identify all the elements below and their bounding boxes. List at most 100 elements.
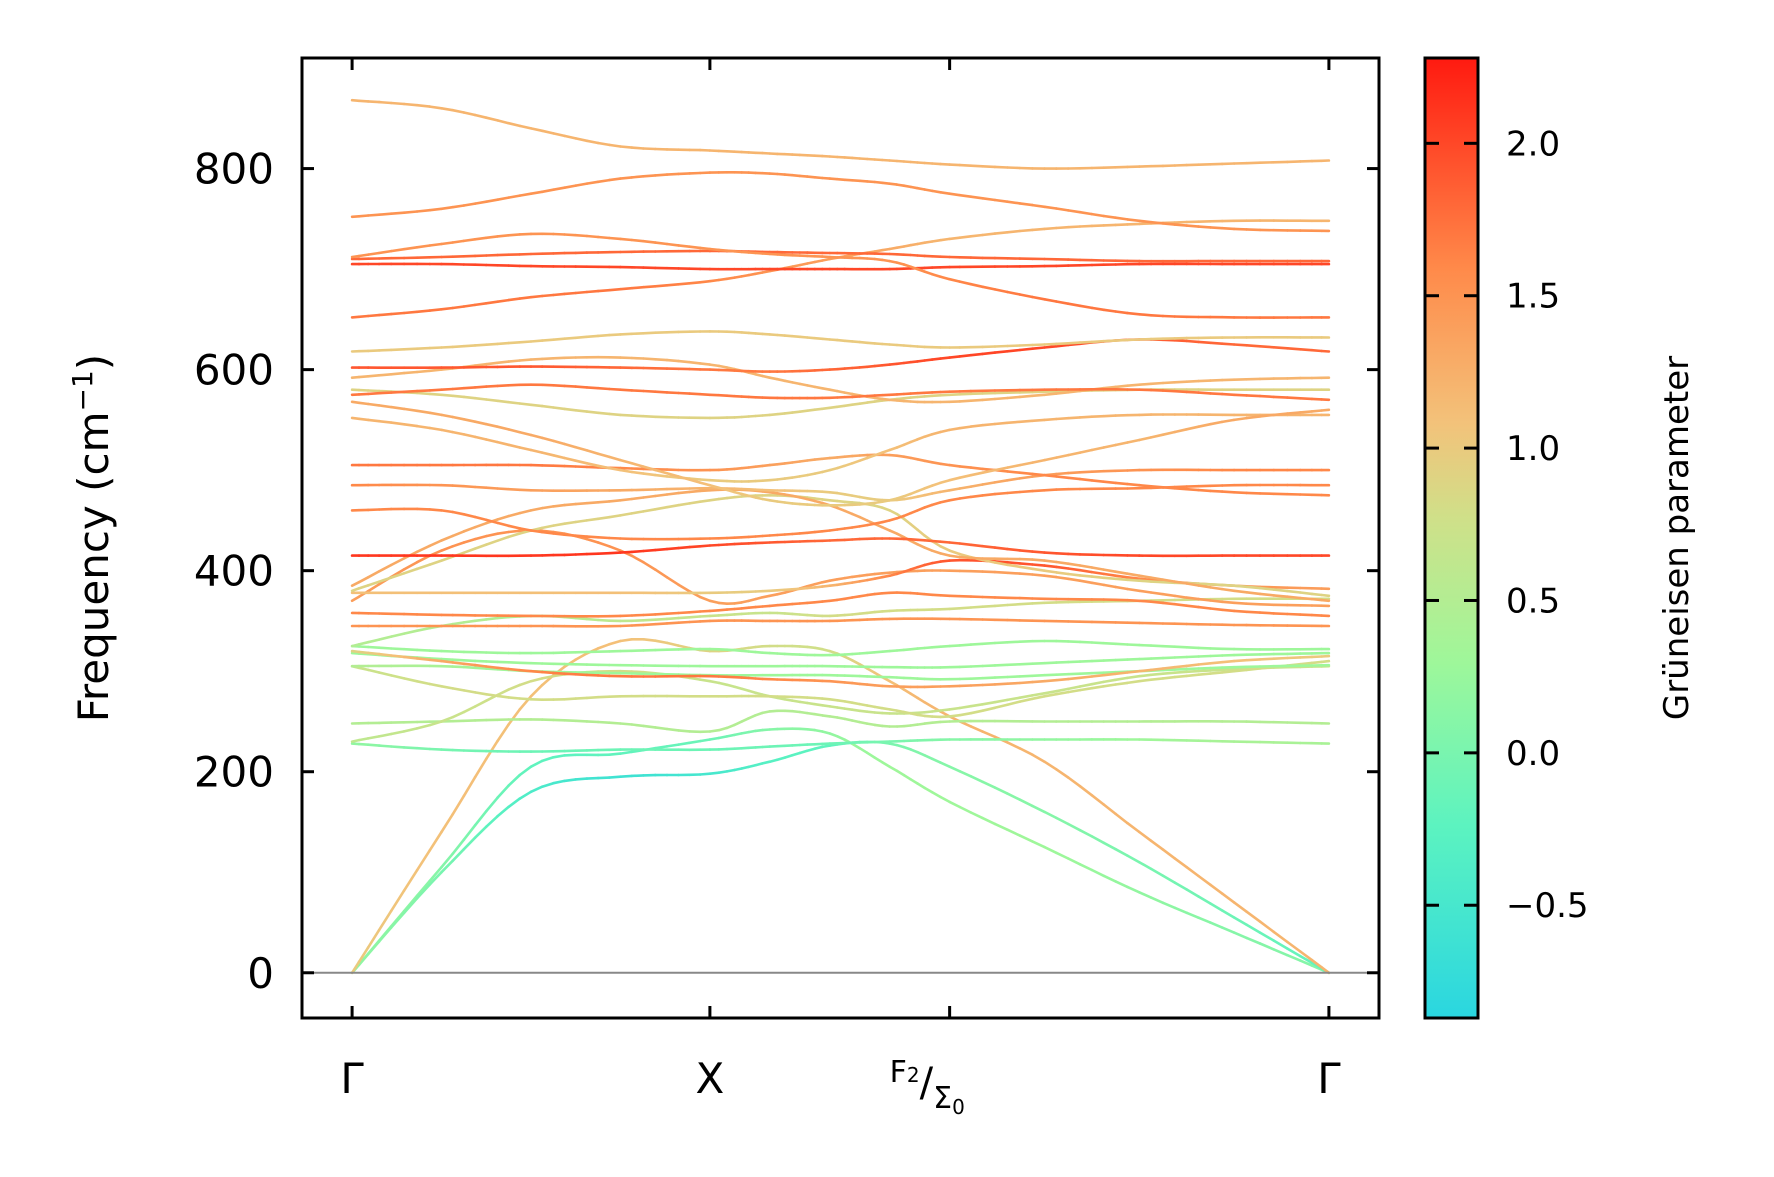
branch-segment: [1138, 579, 1153, 583]
branch-segment: [507, 797, 522, 809]
branch-segment: [1161, 848, 1177, 860]
branch-segment: [1258, 602, 1276, 607]
branch-segment: [930, 501, 942, 507]
branch-segment: [1245, 936, 1262, 945]
branch-segment: [948, 392, 962, 397]
branch-segment: [1299, 410, 1314, 414]
branch-segment: [981, 676, 997, 680]
branch-segment: [993, 786, 1009, 795]
branch-segment: [969, 398, 984, 403]
phonon-branch: [350, 738, 1331, 753]
branch-segment: [1006, 792, 1022, 802]
branch-segment: [677, 359, 691, 364]
branch-segment: [939, 462, 951, 467]
branch-segment: [540, 781, 555, 789]
branch-segment: [529, 506, 544, 512]
x-tick-label-main2: Σ: [933, 1081, 952, 1116]
branch-segment: [1272, 345, 1289, 350]
branch-segment: [1078, 579, 1094, 585]
branch-segment: [1220, 909, 1236, 919]
branch-segment: [518, 509, 533, 515]
branch-segment: [677, 610, 691, 615]
branch-segment: [1138, 673, 1153, 678]
branch-segment: [402, 629, 419, 635]
branch-segment: [402, 727, 419, 733]
phonon-branches: [350, 98, 1331, 975]
branch-segment: [993, 703, 1009, 710]
branch-segment: [1185, 582, 1200, 587]
branch-segment: [389, 557, 406, 567]
branch-segment: [1006, 563, 1022, 569]
branch-segment: [923, 484, 934, 490]
branch-segment: [1114, 441, 1129, 447]
branch-segment: [389, 101, 406, 106]
branch-segment: [357, 401, 370, 406]
branch-segment: [1209, 902, 1224, 912]
branch-segment: [415, 309, 432, 314]
branch-segment: [909, 522, 919, 532]
branch-segment: [1006, 662, 1022, 667]
branch-segment: [1245, 602, 1262, 606]
branch-segment: [496, 688, 510, 697]
y-axis-label: Frequency (cm−1): [66, 354, 118, 722]
branch-segment: [607, 387, 622, 392]
branch-segment: [665, 727, 680, 732]
branch-segment: [1102, 572, 1117, 578]
branch-segment: [1245, 610, 1262, 614]
branch-segment: [596, 618, 611, 623]
branch-segment: [366, 100, 381, 104]
branch-segment: [1209, 883, 1224, 895]
branch-segment: [507, 667, 522, 672]
y-tick-label: 400: [194, 547, 274, 596]
branch-segment: [552, 453, 566, 460]
branch-segment: [473, 420, 488, 426]
branch-segment: [630, 723, 645, 728]
branch-segment: [1078, 784, 1094, 797]
branch-segment: [1149, 839, 1165, 851]
branch-segment: [415, 723, 432, 730]
branch-segment: [958, 704, 973, 710]
branch-segment: [507, 383, 522, 387]
branch-segment: [1018, 662, 1034, 666]
branch-segment: [540, 404, 555, 409]
branch-segment: [1310, 409, 1323, 413]
branch-segment: [1138, 436, 1153, 442]
branch-segment: [585, 695, 600, 700]
branch-segment: [1055, 551, 1070, 556]
branch-segment: [585, 410, 600, 415]
branch-segment: [1006, 602, 1022, 607]
branch-segment: [1173, 602, 1188, 608]
branch-segment: [1232, 601, 1248, 606]
branch-segment: [563, 697, 578, 701]
branch-segment: [1006, 571, 1022, 575]
branch-segment: [981, 492, 997, 497]
branch-segment: [630, 146, 645, 150]
branch-segment: [1197, 379, 1212, 383]
branch-segment: [1006, 290, 1022, 296]
branch-segment: [518, 192, 533, 197]
branch-segment: [357, 99, 370, 103]
branch-segment: [698, 609, 712, 613]
branch-segment: [473, 543, 488, 550]
branch-segment: [1031, 601, 1046, 605]
branch-segment: [462, 689, 477, 694]
branch-segment: [688, 489, 702, 494]
branch-segment: [1232, 916, 1248, 927]
branch-segment: [415, 679, 432, 686]
branch-segment: [462, 111, 477, 117]
branch-segment: [1173, 580, 1188, 585]
branch-segment: [428, 346, 443, 350]
branch-segment: [585, 334, 600, 339]
branch-segment: [357, 652, 370, 656]
branch-segment: [484, 300, 499, 305]
branch-segment: [1114, 847, 1129, 857]
branch-segment: [619, 774, 634, 779]
branch-segment: [451, 344, 466, 349]
branch-segment: [1114, 481, 1129, 486]
branch-segment: [552, 186, 566, 191]
branch-segment: [1102, 576, 1117, 581]
branch-segment: [1031, 804, 1046, 814]
branch-segment: [440, 393, 455, 398]
branch-segment: [993, 682, 1009, 686]
branch-segment: [969, 282, 984, 289]
